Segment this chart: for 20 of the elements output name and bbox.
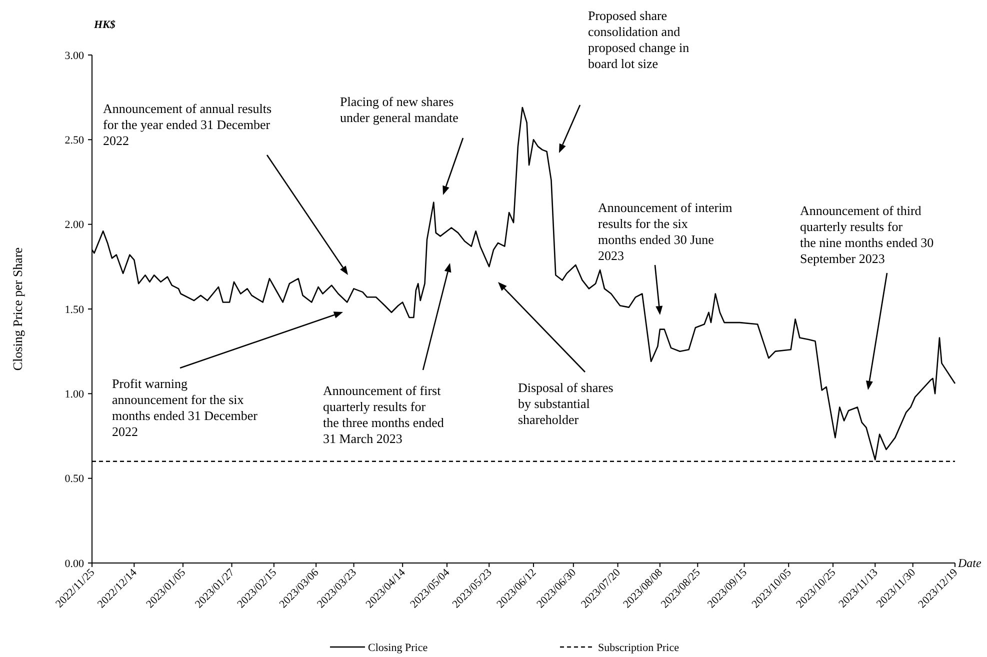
y-tick-label: 2.50 [64, 134, 84, 147]
y-tick-label: 1.00 [64, 388, 84, 401]
annotation: Announcement of annual results for the year ended 31 December 2022 [103, 101, 272, 148]
y-tick-label: 3.00 [64, 50, 84, 62]
annotation: Profit warning announcement for the six months ended 31 December 2022 [112, 376, 258, 439]
annotation: Announcement of interim results for the six months ended 30 June 2023 [598, 200, 732, 263]
annotation: Placing of new shares under general mandate [340, 94, 459, 125]
y-tick-label: 2.00 [64, 219, 84, 232]
legend-label: Closing Price [368, 642, 428, 654]
text: HK$ [93, 19, 116, 31]
annotation: Announcement of first quarterly results for the three months ended 31 March 2023 [323, 383, 444, 446]
annotation: Disposal of shares by substantial shareholder [518, 380, 614, 427]
legend-label: Subscription Price [598, 642, 680, 654]
y-tick-label: 0.00 [64, 558, 84, 570]
y-tick-label: 0.50 [64, 473, 84, 486]
y-tick-label: 1.50 [64, 304, 84, 316]
annotation: Proposed share consolidation and proposed change in board lot size [588, 8, 690, 71]
x-axis-title: Date [957, 556, 982, 570]
y-axis-title: Closing Price per Share [10, 247, 25, 371]
annotation: Announcement of third quarterly results for the nine months ended 30 September 2023 [800, 203, 934, 266]
